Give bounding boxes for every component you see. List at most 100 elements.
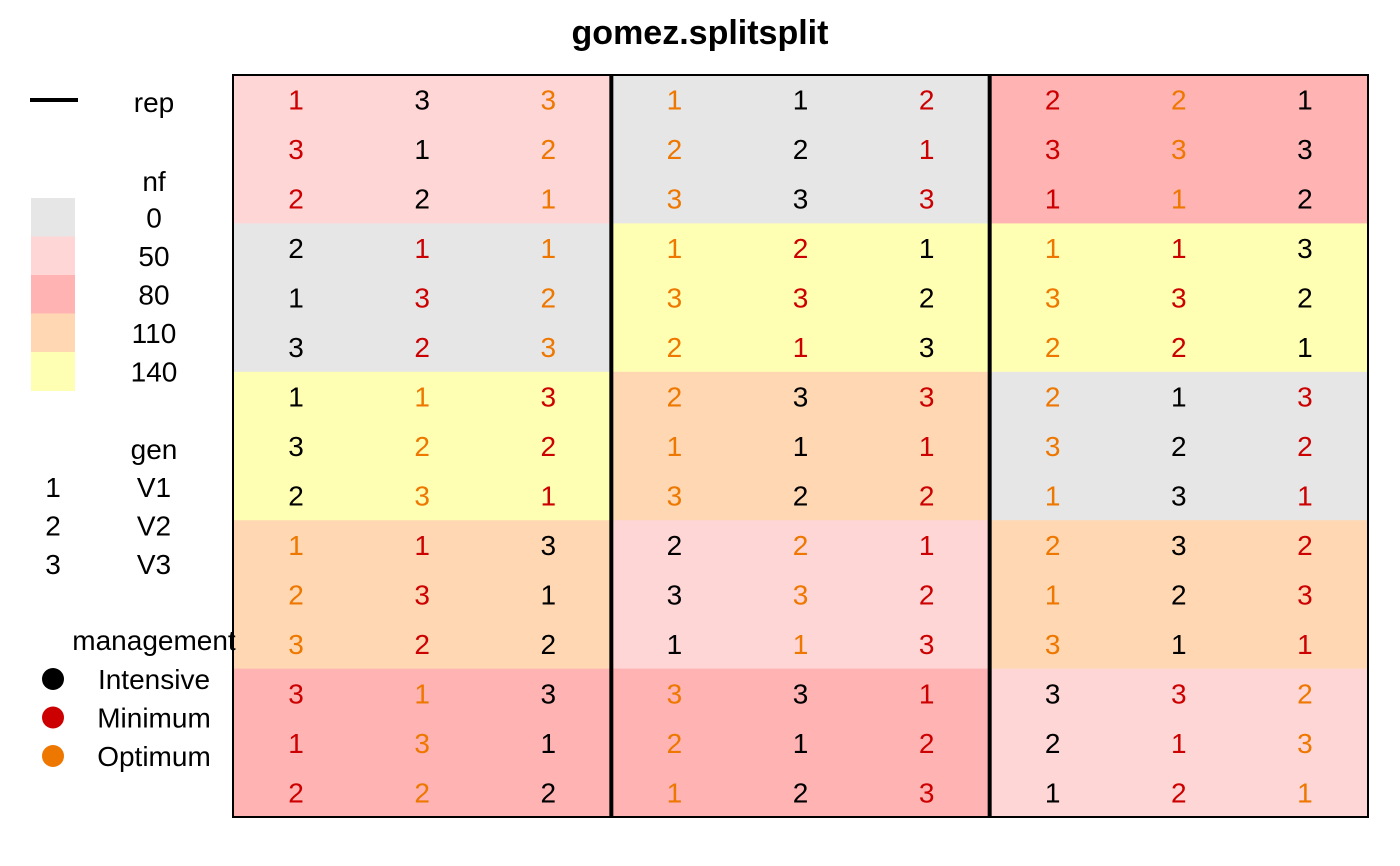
- cell-gen-label: 2: [1045, 530, 1061, 561]
- cell-gen-label: 2: [919, 579, 935, 610]
- cell-gen-label: 1: [1045, 184, 1061, 215]
- cell-gen-label: 1: [288, 728, 304, 759]
- nf-legend-swatch: [31, 352, 75, 391]
- cell-gen-label: 3: [414, 728, 430, 759]
- cell-gen-label: 2: [793, 530, 809, 561]
- cell-gen-label: 1: [1171, 629, 1187, 660]
- cell-gen-label: 2: [288, 233, 304, 264]
- cell-gen-label: 1: [288, 382, 304, 413]
- cell-gen-label: 1: [1297, 777, 1313, 808]
- cell-gen-label: 3: [1297, 382, 1313, 413]
- cell-gen-label: 2: [414, 431, 430, 462]
- nf-block: [233, 75, 612, 224]
- cell-gen-label: 1: [667, 777, 683, 808]
- cell-gen-label: 1: [414, 382, 430, 413]
- cell-gen-label: 1: [667, 431, 683, 462]
- cell-gen-label: 3: [793, 184, 809, 215]
- gen-legend-label: V2: [137, 511, 171, 542]
- cell-gen-label: 2: [1171, 431, 1187, 462]
- cell-gen-label: 3: [919, 777, 935, 808]
- nf-legend-label: 80: [138, 279, 169, 310]
- cell-gen-label: 1: [793, 431, 809, 462]
- gen-legend-label: V1: [137, 472, 171, 503]
- cell-gen-label: 1: [1171, 728, 1187, 759]
- cell-gen-label: 3: [793, 678, 809, 709]
- cell-gen-label: 2: [1297, 530, 1313, 561]
- nf-block: [611, 668, 991, 818]
- cell-gen-label: 2: [919, 283, 935, 314]
- cell-gen-label: 1: [1045, 579, 1061, 610]
- cell-gen-label: 2: [288, 480, 304, 511]
- nf-legend-swatch: [31, 236, 75, 276]
- cell-gen-label: 2: [288, 184, 304, 215]
- cell-gen-label: 2: [414, 332, 430, 363]
- cell-gen-label: 2: [414, 629, 430, 660]
- cell-gen-label: 1: [540, 233, 556, 264]
- nf-legend-title: nf: [142, 166, 166, 197]
- cell-gen-label: 2: [540, 431, 556, 462]
- cell-gen-label: 3: [793, 579, 809, 610]
- cell-gen-label: 1: [1171, 233, 1187, 264]
- nf-block: [611, 371, 991, 521]
- cell-gen-label: 1: [414, 678, 430, 709]
- cell-gen-label: 2: [667, 382, 683, 413]
- cell-gen-label: 1: [1297, 85, 1313, 116]
- cell-gen-label: 2: [540, 283, 556, 314]
- cell-gen-label: 3: [1171, 530, 1187, 561]
- cell-gen-label: 1: [793, 85, 809, 116]
- cell-gen-label: 3: [540, 678, 556, 709]
- cell-gen-label: 2: [667, 332, 683, 363]
- cell-gen-label: 3: [1297, 134, 1313, 165]
- rep-boundaries: [609, 75, 992, 817]
- cell-gen-label: 2: [919, 480, 935, 511]
- nf-block: [989, 520, 1369, 670]
- cell-gen-label: 2: [540, 629, 556, 660]
- chart-title: gomez.splitsplit: [572, 14, 829, 52]
- cell-gen-label: 2: [793, 134, 809, 165]
- gen-legend-label: V3: [137, 549, 171, 580]
- cell-gen-label: 2: [919, 728, 935, 759]
- cell-gen-label: 3: [414, 85, 430, 116]
- cell-gen-label: 3: [1045, 629, 1061, 660]
- cell-gen-label: 1: [288, 85, 304, 116]
- cell-gen-label: 1: [1297, 629, 1313, 660]
- cell-gen-label: 1: [288, 530, 304, 561]
- cell-gen-label: 3: [288, 629, 304, 660]
- cell-gen-label: 3: [1297, 579, 1313, 610]
- nf-block: [233, 520, 612, 670]
- nf-legend-label: 140: [131, 356, 178, 387]
- nf-block: [989, 668, 1369, 818]
- nf-legend-swatch: [31, 198, 75, 237]
- nf-block: [233, 223, 612, 373]
- cell-gen-label: 2: [1045, 332, 1061, 363]
- cell-gen-label: 1: [793, 332, 809, 363]
- cell-gen-label: 3: [540, 530, 556, 561]
- cell-gen-label: 1: [414, 233, 430, 264]
- cell-gen-label: 3: [288, 678, 304, 709]
- cell-gen-label: 1: [1297, 480, 1313, 511]
- plot-cells: [233, 75, 1369, 818]
- cell-gen-label: 3: [793, 382, 809, 413]
- legend: rep nf 0 50 80 110 140 gen 1 V1 2 V2 3 V3 management In…: [30, 87, 236, 772]
- cell-gen-label: 1: [540, 184, 556, 215]
- cell-gen-label: 3: [919, 382, 935, 413]
- cell-gen-label: 3: [288, 431, 304, 462]
- management-legend-label: Optimum: [97, 741, 211, 772]
- gen-legend-code: 1: [45, 472, 61, 503]
- cell-gen-label: 2: [1297, 283, 1313, 314]
- cell-gen-label: 1: [919, 134, 935, 165]
- cell-gen-label: 1: [1045, 233, 1061, 264]
- cell-gen-label: 3: [1171, 134, 1187, 165]
- cell-gen-label: 2: [1045, 85, 1061, 116]
- plot-border: [232, 74, 1369, 818]
- cell-gen-label: 1: [919, 233, 935, 264]
- cell-gen-label: 2: [540, 777, 556, 808]
- cell-gen-label: 1: [1045, 777, 1061, 808]
- nf-block: [233, 371, 612, 521]
- cell-gen-label: 2: [414, 184, 430, 215]
- gen-legend-code: 2: [45, 511, 61, 542]
- cell-gen-label: 3: [667, 678, 683, 709]
- cell-gen-label: 2: [1297, 678, 1313, 709]
- management-legend-dot: [42, 706, 64, 729]
